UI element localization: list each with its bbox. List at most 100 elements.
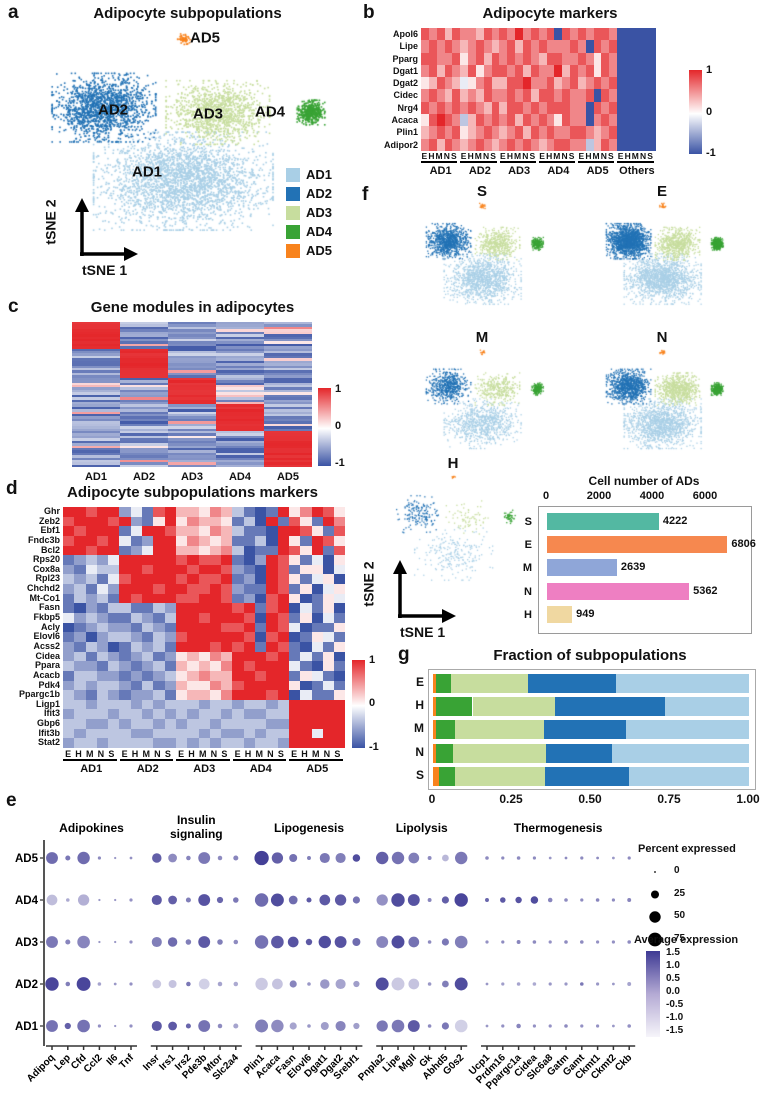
heatmap-cell [216,365,264,369]
expression-dot [198,894,211,906]
heatmap-cell [72,338,120,342]
heatmap-cell [187,603,199,614]
expression-dot [611,940,616,944]
heatmap-cell [499,28,508,41]
heatmap-cell [168,389,216,393]
heatmap-cell [120,384,168,388]
heatmap-cell [209,641,222,652]
column-label: AD1 [84,471,107,483]
heatmap-cell [142,738,154,749]
heatmap-cell [264,338,312,342]
heatmap-cell [264,435,312,439]
heatmap-cell [452,52,461,65]
condition-letter: E [617,151,624,161]
heatmap-cell [153,738,165,749]
heatmap-cell [421,28,429,41]
heatmap-cell [624,138,633,151]
heatmap-cell [72,426,120,429]
heatmap-cell [142,632,154,642]
heatmap-cell [334,709,346,720]
heatmap-cell [243,613,256,623]
heatmap-cell [216,331,264,335]
heatmap-cell [142,719,154,729]
heatmap-cell [264,416,312,419]
heatmap-cell [119,593,131,604]
expression-dot [408,852,420,864]
gene-label: Gbp6 [36,718,60,729]
heatmap-cell [232,526,244,536]
heatmap-cell [108,661,120,671]
heatmap-cell [601,114,610,127]
heatmap-cell [322,574,335,585]
heatmap-cell [108,632,120,642]
heatmap-cell [322,719,335,729]
heatmap-cell [255,526,267,536]
gene-label: Ppara [34,660,60,671]
heatmap-cell [334,545,346,556]
heatmap-cell [277,670,289,681]
heatmap-cell [475,101,484,115]
expression-dot [596,982,600,986]
condition-letter: N [561,151,568,161]
expression-dot [353,980,360,988]
heatmap-cell [491,28,500,41]
heatmap-cell [72,329,120,332]
heatmap-cell [216,377,264,381]
heatmap-cell [74,661,86,671]
heatmap-cell [168,438,216,441]
heatmap-cell [168,387,216,390]
heatmap-cell [168,384,216,388]
heatmap-cell [108,670,120,681]
heatmap-cell [120,450,168,453]
heatmap-cell [277,641,289,652]
heatmap-cell [483,64,492,78]
heatmap-cell [216,360,264,364]
expression-dot [129,1024,133,1028]
heatmap-cell [96,661,109,671]
heatmap-cell [562,64,571,78]
heatmap-cell [515,101,523,115]
expression-dot [217,981,223,987]
heatmap-cell [221,680,233,691]
heatmap-cell [120,351,168,354]
legend-swatch [286,167,300,182]
heatmap-cell [168,375,216,378]
heatmap-cell [334,632,346,642]
expression-dot [596,940,600,944]
heatmap-cell [72,397,120,400]
stacked-segment [455,766,546,786]
heatmap-cell [428,64,437,78]
heatmap-cell [130,728,143,739]
heatmap-cell [120,331,168,335]
heatmap-cell [277,516,289,527]
heatmap-cell [264,438,312,441]
heatmap-cell [164,709,176,720]
heatmap-cell [216,452,264,456]
heatmap-cell [96,690,109,700]
size-legend-dot [654,871,656,873]
panel-label-f: f [362,184,369,205]
heatmap-cell [216,372,264,376]
expression-dot [612,982,615,986]
expression-dot [129,940,133,944]
heatmap-cell [108,622,120,633]
heatmap-cell [221,545,233,556]
heatmap-cell [198,728,210,739]
stacked-segment [433,743,436,763]
heatmap-cell [168,409,216,412]
heatmap-cell [609,114,618,127]
heatmap-cell [585,52,594,65]
heatmap-cell [640,89,649,102]
heatmap-cell [74,507,86,517]
expression-dot [185,897,191,903]
heatmap-cell [175,622,188,633]
heatmap-cell [255,709,267,720]
heatmap-cell [72,355,120,359]
heatmap-cell [554,77,563,90]
heatmap-cell [538,77,547,90]
condition-letter: S [568,151,575,161]
heatmap-cell [153,526,165,536]
